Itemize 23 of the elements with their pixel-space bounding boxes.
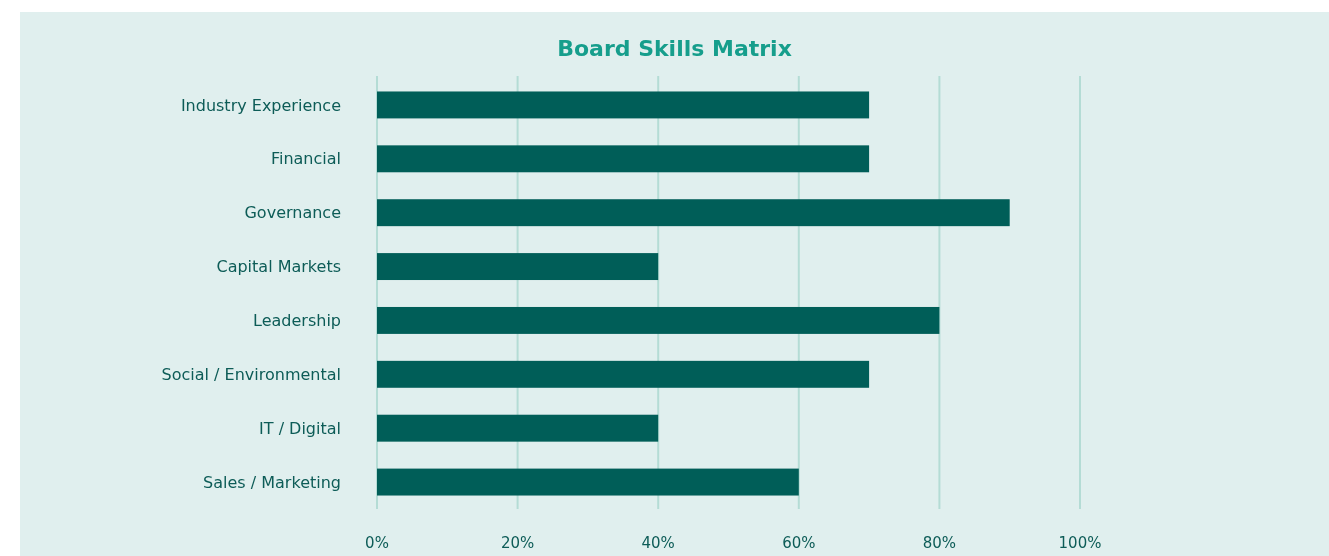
x-tick-label: 0% <box>365 534 389 552</box>
bar <box>377 145 870 173</box>
x-tick-label: 100% <box>1058 534 1102 552</box>
x-tick-label: 20% <box>500 534 535 552</box>
bar <box>377 360 870 388</box>
bar <box>377 91 870 119</box>
y-tick-label: Financial <box>270 149 341 169</box>
y-tick-label: Leadership <box>253 311 341 331</box>
y-tick-label: Capital Markets <box>216 257 341 277</box>
y-tick-label: Social / Environmental <box>161 364 341 384</box>
x-tick-label: 40% <box>641 534 675 552</box>
x-tick-label: 60% <box>782 534 816 552</box>
bar <box>377 468 799 496</box>
bar <box>377 306 940 334</box>
y-tick-label: Governance <box>244 203 341 223</box>
bar <box>377 199 1010 227</box>
chart-title: Board Skills Matrix <box>557 36 792 61</box>
bar <box>377 414 659 442</box>
bar <box>377 253 659 281</box>
x-tick-label: 80% <box>922 534 957 552</box>
y-tick-label: Sales / Marketing <box>203 472 341 492</box>
y-tick-label: Industry Experience <box>180 95 341 115</box>
y-tick-label: IT / Digital <box>259 418 341 438</box>
